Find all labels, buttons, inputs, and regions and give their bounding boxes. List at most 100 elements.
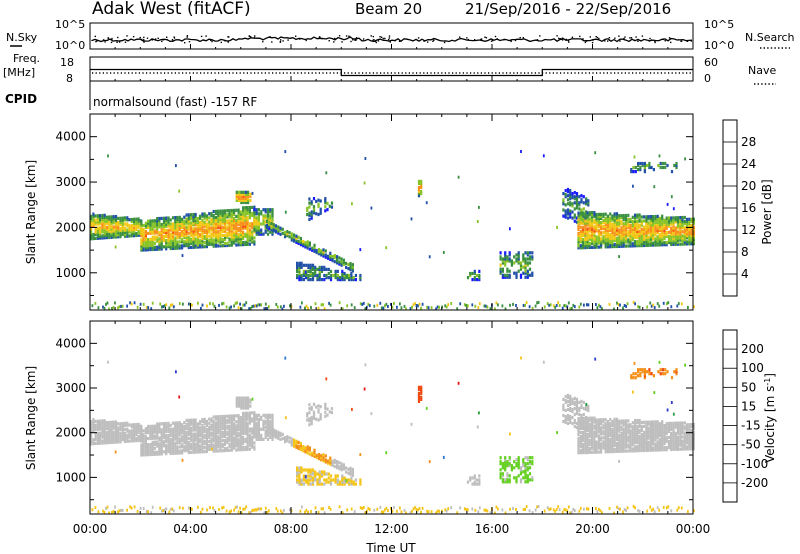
- power-point: [208, 242, 211, 246]
- velocity-point: [352, 480, 355, 484]
- velocity-point: [140, 439, 143, 443]
- velocity-point: [137, 426, 140, 430]
- velocity-point: [620, 425, 623, 429]
- velocity-point: [208, 421, 211, 425]
- power-point: [499, 255, 502, 259]
- power-point: [199, 216, 202, 220]
- power-point: [631, 234, 634, 238]
- power-point: [142, 244, 145, 248]
- power-point: [192, 215, 195, 219]
- power-point: [257, 224, 260, 228]
- power-point: [676, 220, 680, 224]
- power-point: [112, 229, 115, 233]
- velocity-point: [235, 438, 238, 442]
- power-point: [105, 227, 108, 232]
- velocity-point: [604, 422, 607, 426]
- power-point: [171, 236, 175, 240]
- velocity-point: [133, 425, 136, 429]
- velocity-point: [323, 470, 326, 474]
- velocity-point: [214, 443, 218, 447]
- power-point: [634, 244, 637, 248]
- velocity-point: [631, 431, 634, 435]
- velocity-point: [566, 395, 570, 399]
- velocity-point: [160, 434, 163, 438]
- power-point: [600, 212, 603, 216]
- power-point: [246, 236, 249, 240]
- velocity-point: [183, 431, 186, 435]
- velocity-point: [277, 434, 280, 438]
- power-point: [326, 208, 329, 212]
- power-point: [210, 218, 213, 222]
- power-point: [135, 217, 138, 221]
- power-point: [586, 243, 589, 248]
- power-point: [649, 235, 652, 239]
- nsearch-point: [668, 37, 671, 39]
- power-point: [121, 222, 124, 226]
- nsearch-point: [354, 39, 356, 41]
- nsearch-point: [254, 35, 256, 37]
- power-point: [221, 213, 224, 217]
- power-point: [298, 271, 301, 276]
- velocity-point: [580, 405, 583, 409]
- power-point: [269, 216, 272, 220]
- velocity-point: [126, 433, 129, 437]
- power-point: [676, 238, 680, 242]
- power-point: [510, 263, 513, 267]
- velocity-point: [573, 424, 576, 429]
- velocity-point: [99, 437, 102, 441]
- velocity-point: [230, 424, 233, 428]
- power-point: [616, 301, 618, 305]
- velocity-point: [604, 426, 607, 430]
- velocity-point: [226, 448, 229, 452]
- power-point: [595, 241, 598, 245]
- velocity-point: [519, 478, 523, 482]
- velocity-point: [112, 440, 115, 444]
- power-point: [246, 220, 249, 224]
- velocity-point: [199, 420, 202, 424]
- power-point: [248, 228, 251, 232]
- power-point: [171, 238, 175, 242]
- velocity-point: [242, 419, 245, 424]
- power-point: [501, 261, 504, 265]
- power-point: [597, 221, 600, 225]
- power-point: [593, 239, 596, 243]
- velocity-point: [90, 424, 93, 428]
- power-point: [223, 223, 227, 227]
- power-point: [638, 237, 641, 242]
- power-panel: [89, 113, 694, 311]
- nsearch-point: [173, 36, 175, 38]
- power-point: [295, 240, 298, 244]
- power-point: [385, 302, 388, 306]
- velocity-point: [274, 435, 278, 439]
- power-point: [585, 200, 588, 204]
- power-point: [499, 251, 502, 255]
- power-point: [652, 303, 655, 307]
- power-point: [631, 221, 634, 225]
- velocity-point: [110, 420, 113, 424]
- velocity-point: [609, 438, 612, 442]
- velocity-point: [105, 437, 108, 441]
- power-point: [672, 222, 675, 226]
- power-point: [90, 235, 93, 239]
- velocity-point: [316, 480, 319, 484]
- power-point: [656, 235, 659, 239]
- velocity-point: [322, 455, 325, 459]
- power-point: [318, 273, 321, 278]
- power-point: [624, 240, 628, 244]
- power-point: [108, 227, 111, 231]
- power-point: [284, 235, 287, 239]
- velocity-point: [105, 423, 108, 427]
- velocity-point: [629, 447, 632, 451]
- power-point: [647, 229, 650, 233]
- power-point: [255, 218, 258, 222]
- velocity-point: [597, 424, 600, 428]
- power-point: [652, 237, 655, 241]
- velocity-point: [615, 433, 619, 437]
- velocity-point: [300, 482, 303, 486]
- power-point: [577, 240, 580, 244]
- velocity-point: [314, 476, 317, 480]
- velocity-point: [230, 448, 233, 452]
- power-point: [663, 224, 666, 228]
- power-point: [674, 234, 677, 238]
- nsearch-point: [333, 41, 335, 43]
